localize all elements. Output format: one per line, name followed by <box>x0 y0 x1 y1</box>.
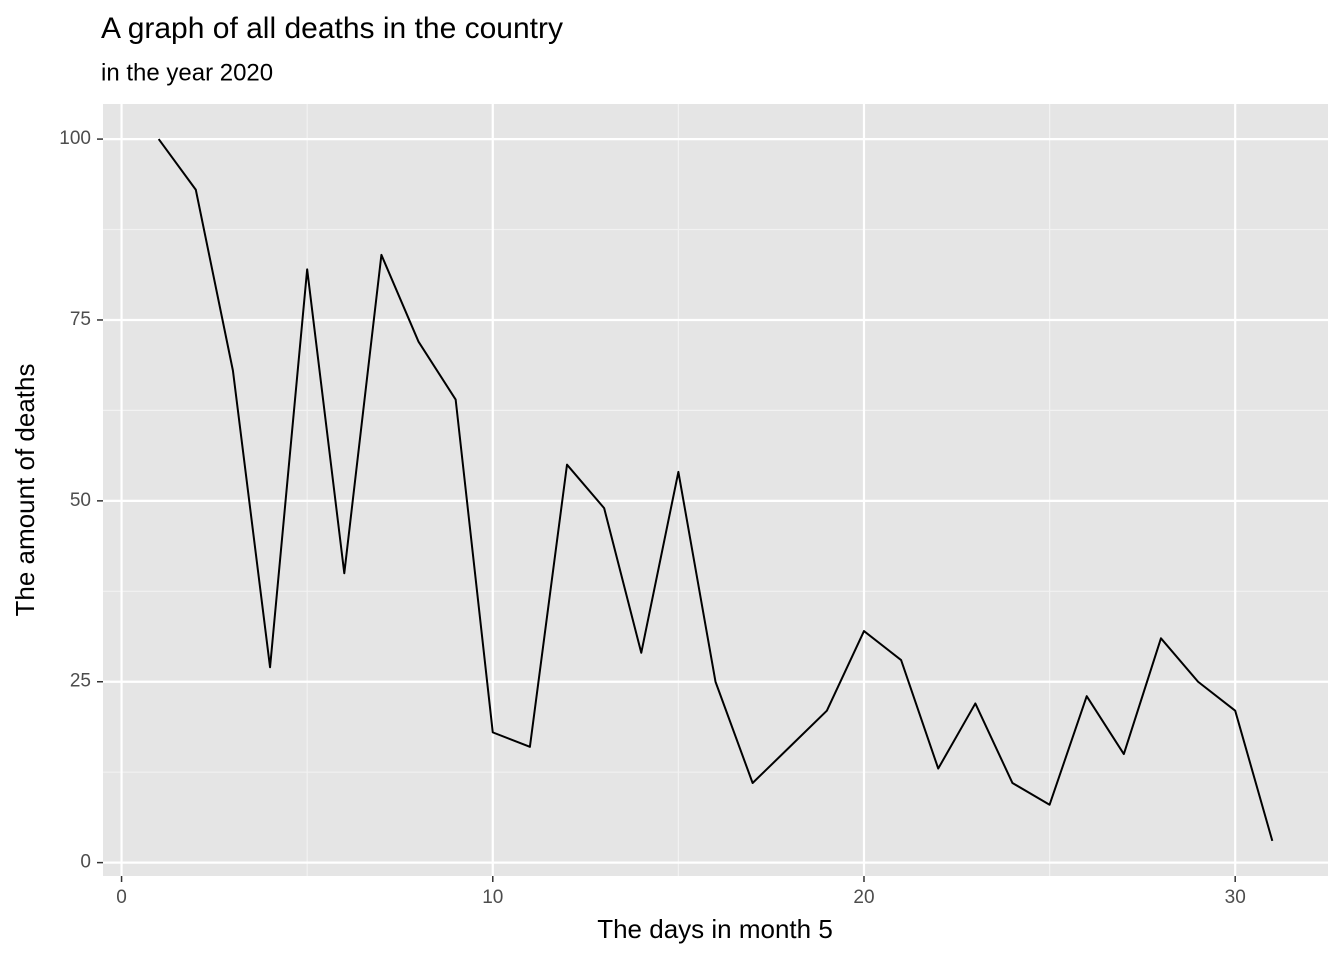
data-line <box>157 138 1274 842</box>
x-axis-label: The days in month 5 <box>597 914 833 944</box>
y-tick-label: 75 <box>70 309 91 330</box>
y-tick-label: 0 <box>80 852 91 873</box>
y-tick-label: 50 <box>70 490 91 511</box>
chart-subtitle: in the year 2020 <box>101 59 273 86</box>
y-tick-label: 100 <box>59 128 91 149</box>
x-tick-label: 20 <box>853 887 874 908</box>
y-axis-label: The amount of deaths <box>10 364 40 617</box>
x-tick-label: 30 <box>1225 887 1246 908</box>
x-tick-label: 0 <box>116 887 127 908</box>
chart-title: A graph of all deaths in the country <box>101 12 563 45</box>
x-tick-label: 10 <box>482 887 503 908</box>
y-tick-label: 25 <box>70 671 91 692</box>
